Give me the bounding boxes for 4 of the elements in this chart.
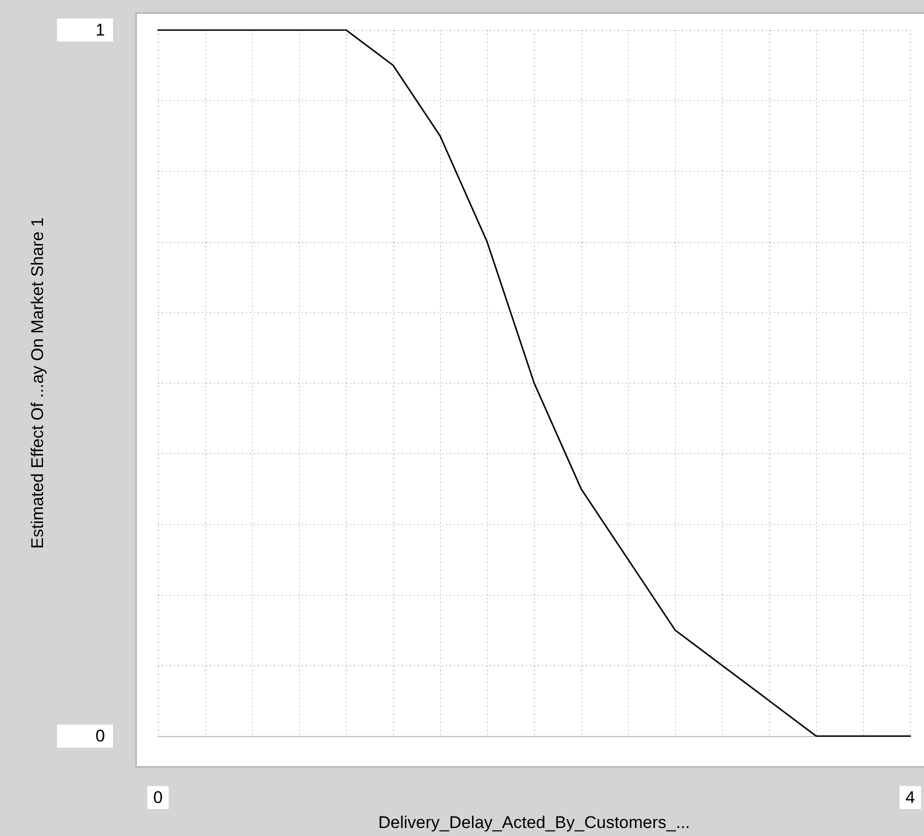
y-axis-title: Estimated Effect Of ...ay On Market Share 1 — [28, 217, 48, 549]
x-axis-title: Delivery_Delay_Acted_By_Customers_... — [378, 813, 690, 832]
x-tick-label: 4 — [906, 788, 915, 808]
y-tick-label: 1 — [96, 20, 105, 40]
